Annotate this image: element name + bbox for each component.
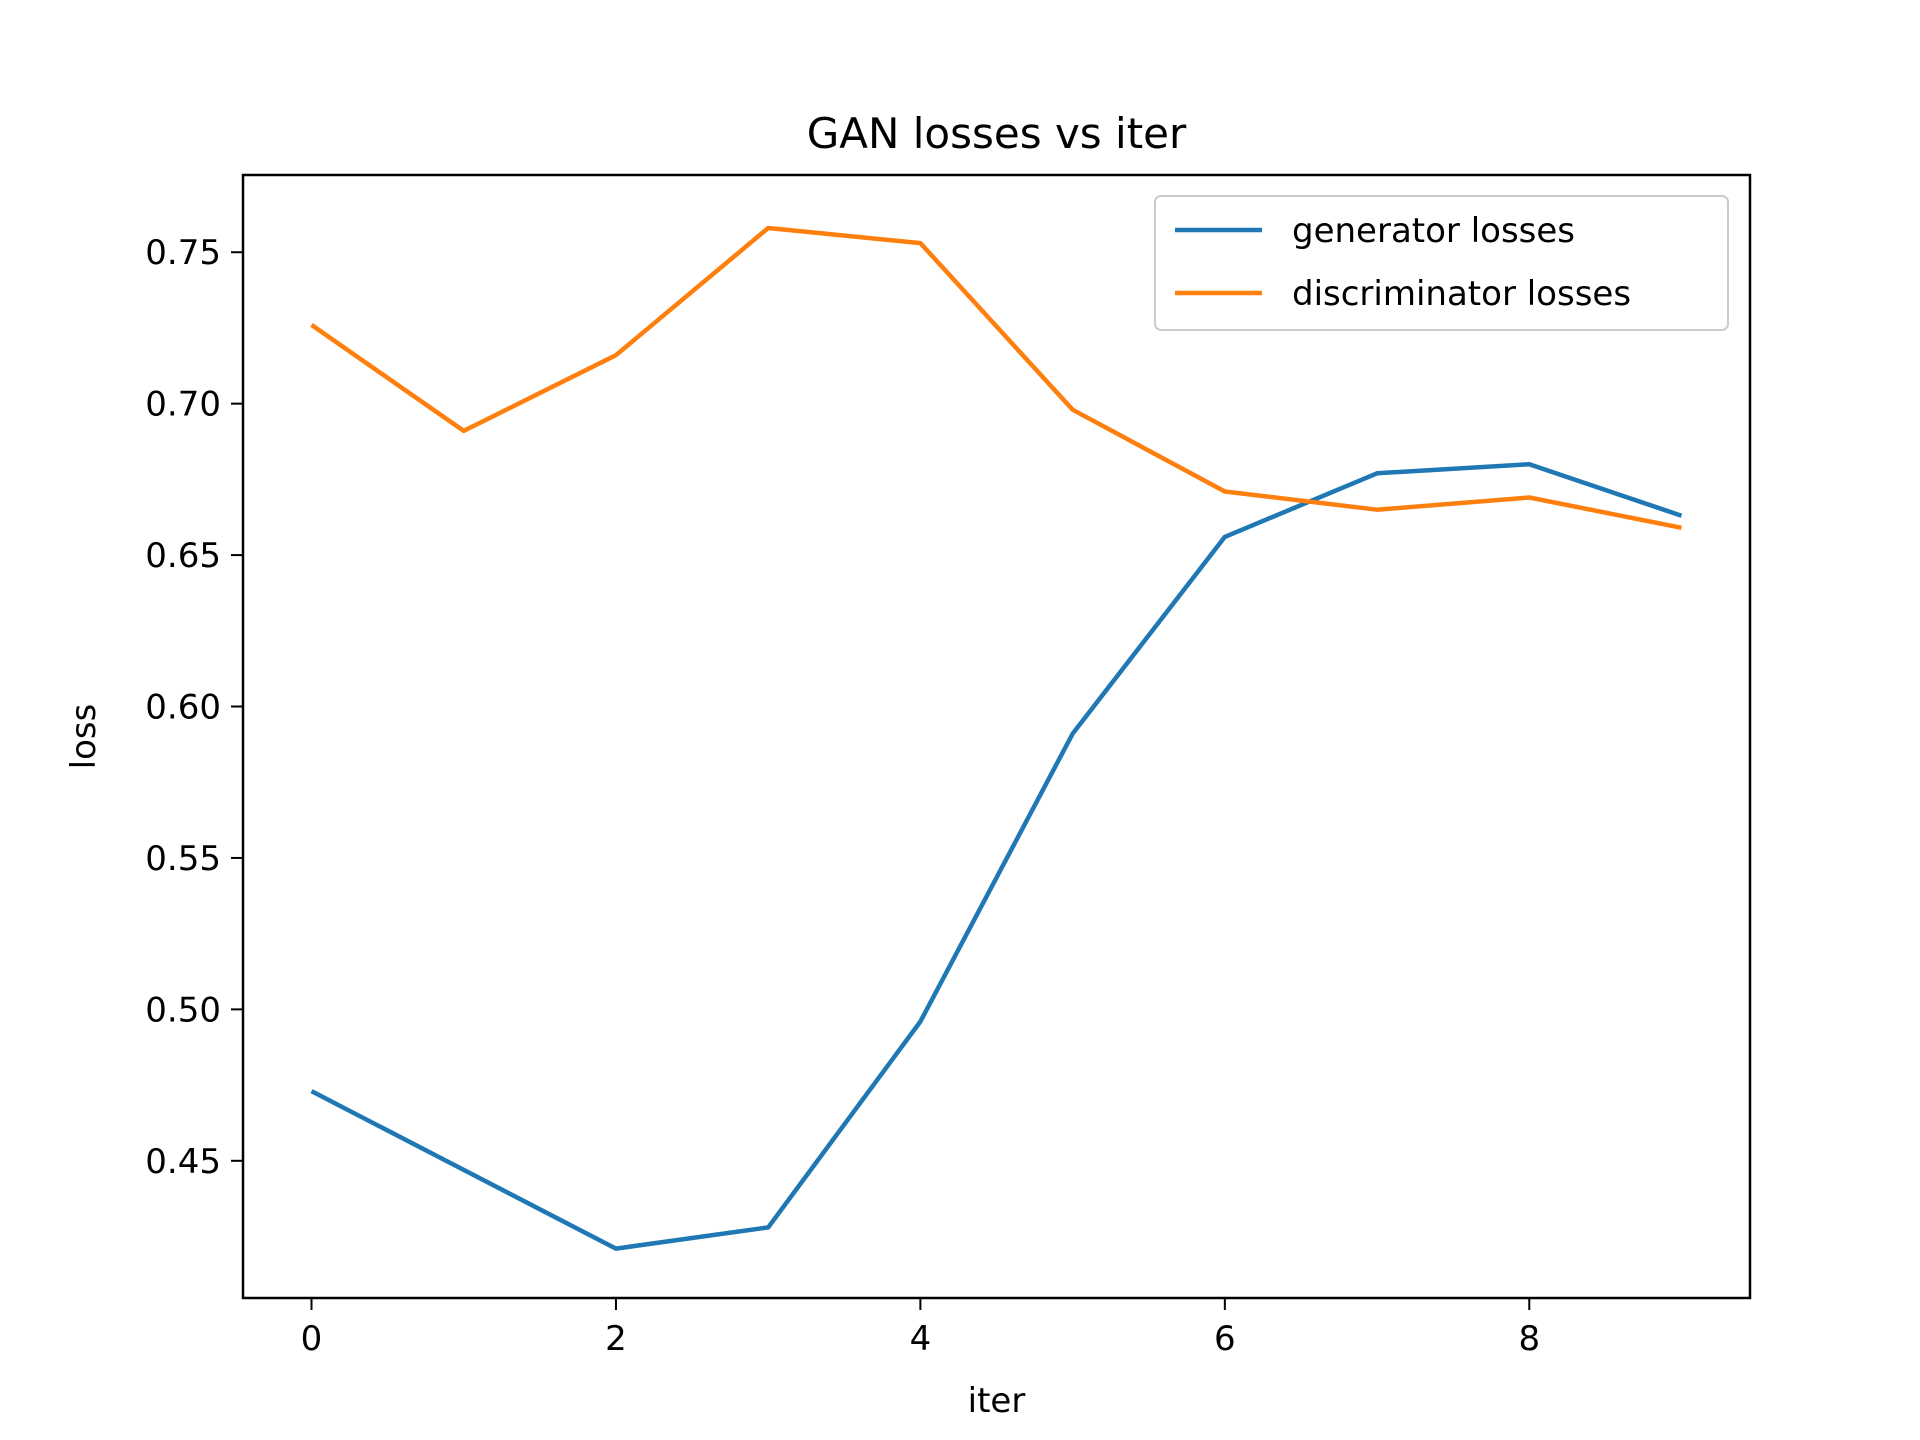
legend-label: generator losses	[1292, 211, 1575, 251]
chart-title: GAN losses vs iter	[807, 109, 1187, 158]
legend-label: discriminator losses	[1292, 274, 1631, 314]
y-tick-label: 0.55	[145, 839, 221, 879]
x-tick-label: 0	[301, 1319, 323, 1359]
x-tick-label: 6	[1214, 1319, 1236, 1359]
y-axis: 0.45 0.50 0.55 0.60 0.65 0.70 0.75	[145, 233, 243, 1182]
x-tick-label: 2	[605, 1319, 627, 1359]
x-tick-label: 4	[910, 1319, 932, 1359]
plot-area-frame	[241, 173, 1752, 1300]
series-lines	[310, 225, 1683, 1251]
y-tick-label: 0.45	[145, 1142, 221, 1182]
y-tick-label: 0.70	[145, 385, 221, 425]
y-tick-label: 0.65	[145, 536, 221, 576]
x-axis: 0 2 4 6 8	[301, 1298, 1540, 1359]
y-tick-label: 0.50	[145, 990, 221, 1030]
series-line-generator	[310, 461, 1683, 1251]
series-line-discriminator	[310, 225, 1682, 531]
y-tick-label: 0.60	[145, 688, 221, 728]
x-axis-label: iter	[968, 1381, 1026, 1421]
y-axis-label: loss	[64, 704, 104, 770]
y-tick-label: 0.75	[145, 233, 221, 273]
legend: generator losses discriminator losses	[1154, 195, 1729, 331]
x-tick-label: 8	[1518, 1319, 1540, 1359]
legend-box	[1154, 195, 1729, 331]
